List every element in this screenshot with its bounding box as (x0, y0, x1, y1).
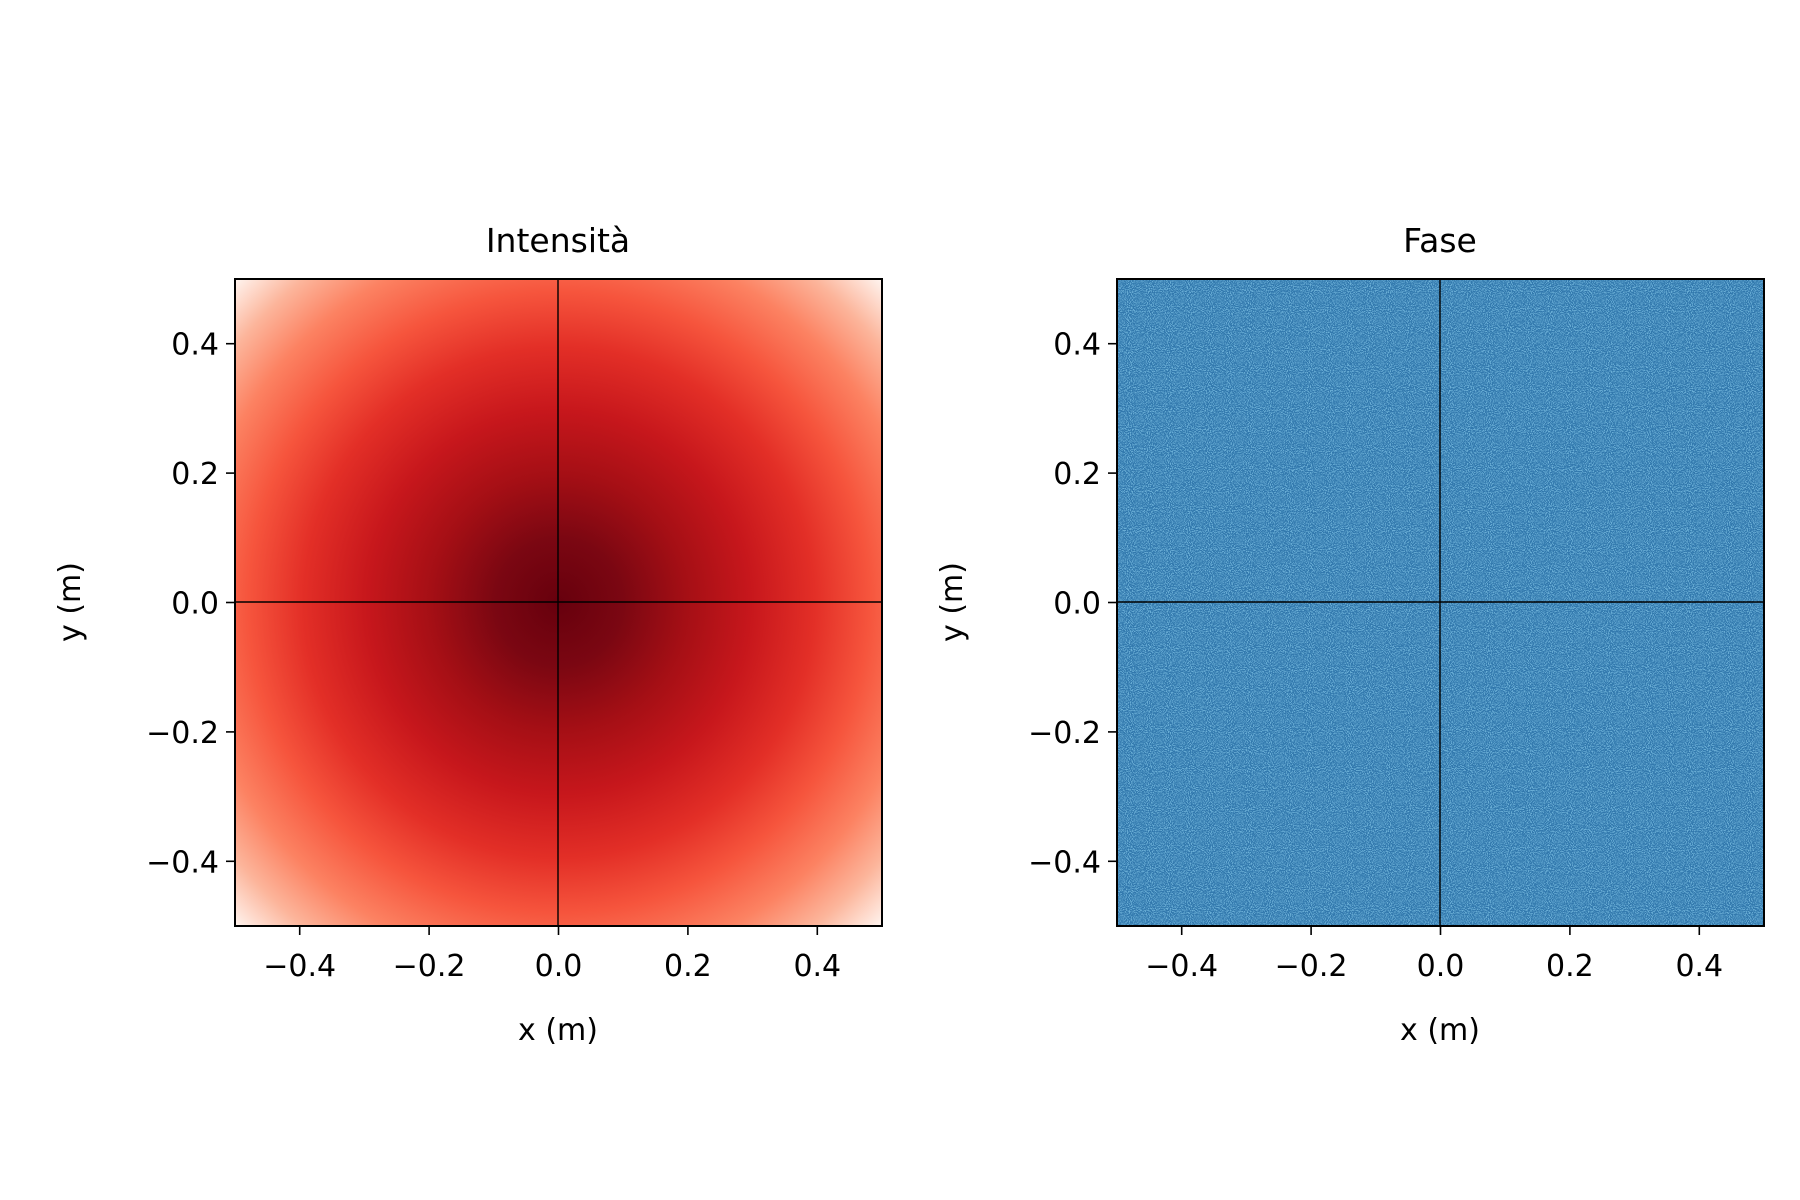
phase-title: Fase (1403, 221, 1477, 260)
phase-x-tick-label: 0.4 (1675, 949, 1723, 984)
intensity-x-tick-label: 0.0 (535, 949, 583, 984)
phase-y-tick-label: 0.2 (1053, 457, 1101, 492)
intensity-title: Intensità (486, 221, 630, 260)
phase-x-tick-label: 0.0 (1417, 949, 1465, 984)
intensity-y-axis-ticks: −0.4 −0.2 0.0 0.2 0.4 (146, 328, 235, 880)
intensity-x-tick-label: −0.2 (393, 949, 466, 984)
intensity-x-tick-label: 0.4 (793, 949, 841, 984)
intensity-x-tick-label: −0.4 (263, 949, 336, 984)
phase-x-axis-label: x (m) (1400, 1013, 1480, 1048)
phase-x-tick-label: −0.4 (1145, 949, 1218, 984)
intensity-x-tick-label: 0.2 (664, 949, 712, 984)
phase-y-tick-label: 0.4 (1053, 328, 1101, 363)
intensity-panel: Intensità −0.4 −0.2 0.0 0.2 0.4 −0.4 −0.2 0.0 0… (53, 221, 883, 1048)
intensity-x-axis-label: x (m) (518, 1013, 598, 1048)
intensity-x-axis-ticks: −0.4 −0.2 0.0 0.2 0.4 (263, 926, 841, 984)
phase-x-axis-ticks: −0.4 −0.2 0.0 0.2 0.4 (1145, 926, 1723, 984)
phase-y-tick-label: −0.2 (1028, 716, 1101, 751)
phase-y-tick-label: 0.0 (1053, 587, 1101, 622)
phase-x-tick-label: 0.2 (1546, 949, 1594, 984)
intensity-y-tick-label: −0.2 (146, 716, 219, 751)
intensity-y-tick-label: 0.4 (171, 328, 219, 363)
phase-y-axis-label: y (m) (935, 562, 970, 642)
intensity-y-tick-label: −0.4 (146, 845, 219, 880)
phase-x-tick-label: −0.2 (1275, 949, 1348, 984)
phase-y-tick-label: −0.4 (1028, 845, 1101, 880)
intensity-y-tick-label: 0.2 (171, 457, 219, 492)
intensity-y-axis-label: y (m) (53, 562, 88, 642)
phase-panel: Fase −0.4 −0.2 0.0 0.2 0.4 −0.4 −0.2 0.0 0.2 0.4… (935, 221, 1765, 1048)
intensity-y-tick-label: 0.0 (171, 587, 219, 622)
phase-y-axis-ticks: −0.4 −0.2 0.0 0.2 0.4 (1028, 328, 1117, 880)
